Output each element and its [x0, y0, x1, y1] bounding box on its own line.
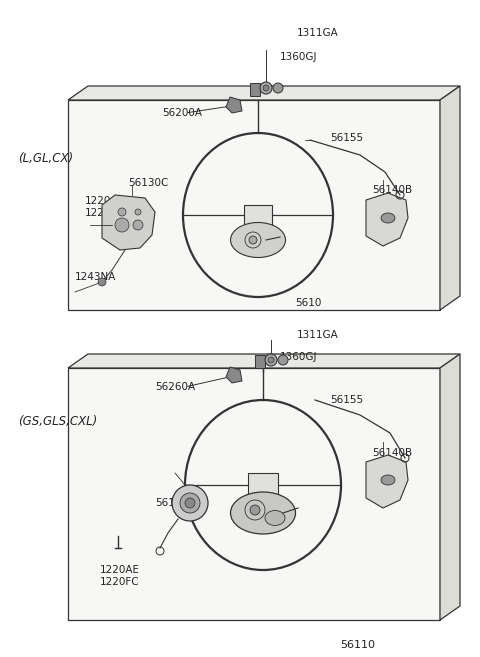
Polygon shape: [366, 193, 408, 246]
Text: 1220AF: 1220AF: [85, 196, 124, 206]
Circle shape: [133, 220, 143, 230]
Polygon shape: [68, 86, 460, 100]
Polygon shape: [248, 473, 278, 511]
Text: 1360GJ: 1360GJ: [280, 352, 317, 362]
Ellipse shape: [265, 510, 285, 526]
Text: 1243NA: 1243NA: [75, 272, 116, 282]
Circle shape: [250, 505, 260, 515]
Circle shape: [185, 498, 195, 508]
Polygon shape: [68, 354, 460, 368]
Circle shape: [249, 236, 257, 244]
Text: 56130C: 56130C: [128, 178, 168, 188]
Text: 1311GA: 1311GA: [297, 28, 339, 38]
Text: (L,GL,CX): (L,GL,CX): [18, 152, 73, 165]
Polygon shape: [226, 367, 242, 383]
Circle shape: [260, 82, 272, 94]
Polygon shape: [440, 86, 460, 310]
Text: 1220AE: 1220AE: [100, 565, 140, 575]
Ellipse shape: [381, 213, 395, 223]
Text: 56260A: 56260A: [155, 382, 195, 392]
Polygon shape: [68, 368, 440, 620]
Text: 56131A: 56131A: [155, 498, 195, 508]
Circle shape: [273, 83, 283, 93]
Text: 1311GA: 1311GA: [297, 330, 339, 340]
Text: 56140B: 56140B: [372, 448, 412, 458]
Ellipse shape: [230, 223, 286, 258]
Text: (GS,GLS,CXL): (GS,GLS,CXL): [18, 415, 97, 428]
Text: 1220FC: 1220FC: [85, 208, 125, 218]
Polygon shape: [244, 205, 272, 240]
Polygon shape: [68, 100, 440, 310]
Text: 5610: 5610: [295, 298, 322, 308]
Polygon shape: [102, 195, 155, 250]
Circle shape: [135, 209, 141, 215]
Polygon shape: [440, 354, 460, 620]
Text: 56200A: 56200A: [162, 108, 202, 118]
Circle shape: [265, 354, 277, 366]
Ellipse shape: [230, 492, 296, 534]
Circle shape: [268, 357, 274, 363]
Polygon shape: [255, 355, 265, 368]
Circle shape: [172, 485, 208, 521]
Text: 1360GJ: 1360GJ: [280, 52, 317, 62]
Circle shape: [263, 85, 269, 91]
Circle shape: [98, 278, 106, 286]
Circle shape: [115, 218, 129, 232]
Text: 56155: 56155: [330, 133, 363, 143]
Polygon shape: [250, 83, 260, 96]
Text: 56110: 56110: [340, 640, 375, 650]
Text: 56155: 56155: [330, 395, 363, 405]
Circle shape: [278, 355, 288, 365]
Circle shape: [118, 208, 126, 216]
Ellipse shape: [381, 475, 395, 485]
Polygon shape: [226, 97, 242, 113]
Text: 56140B: 56140B: [372, 185, 412, 195]
Polygon shape: [366, 455, 408, 508]
Circle shape: [180, 493, 200, 513]
Text: 1220FC: 1220FC: [100, 577, 140, 587]
